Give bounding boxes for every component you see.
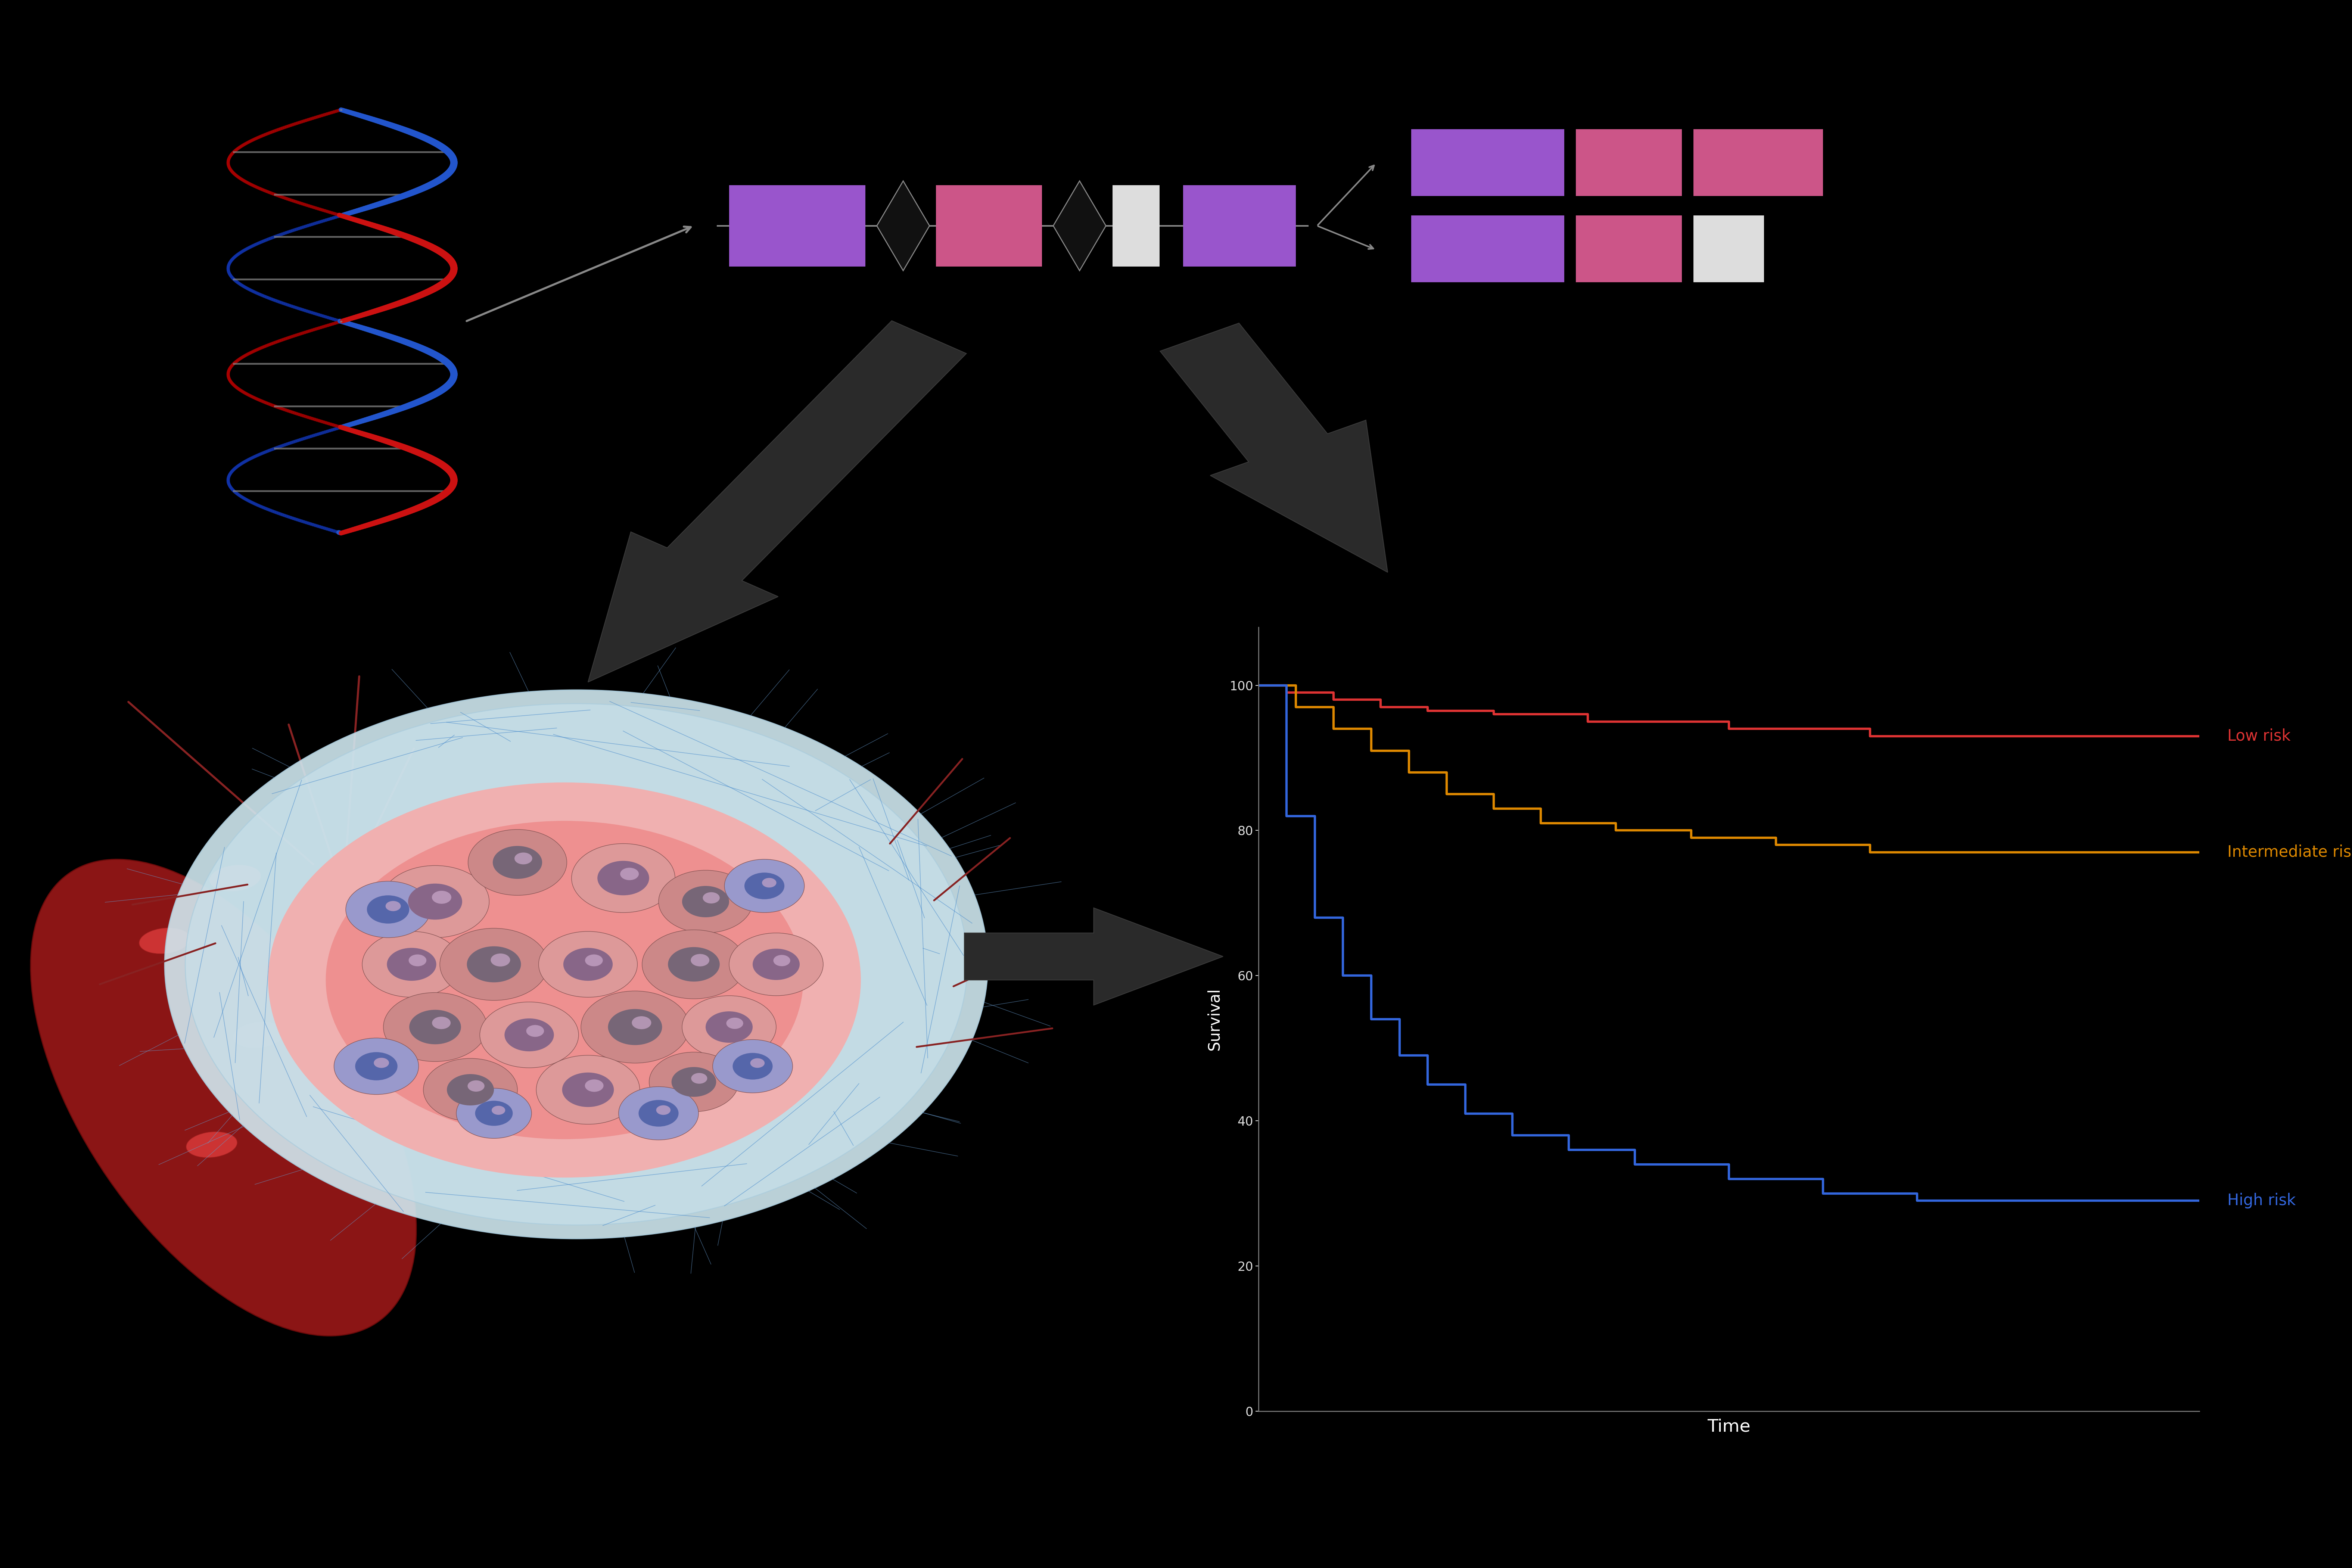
Circle shape: [346, 881, 430, 938]
Circle shape: [515, 853, 532, 864]
Circle shape: [374, 1058, 388, 1068]
Circle shape: [649, 1052, 739, 1112]
Circle shape: [409, 955, 426, 966]
Circle shape: [633, 1016, 652, 1029]
Circle shape: [682, 886, 729, 917]
Circle shape: [659, 870, 753, 933]
X-axis label: Time: Time: [1708, 1419, 1750, 1435]
Circle shape: [656, 1105, 670, 1115]
Circle shape: [729, 933, 823, 996]
Circle shape: [774, 955, 790, 966]
Bar: [1411, 215, 1564, 282]
Circle shape: [691, 953, 710, 966]
Polygon shape: [1160, 323, 1388, 572]
Circle shape: [492, 1105, 506, 1115]
Circle shape: [325, 822, 804, 1138]
Circle shape: [468, 1080, 485, 1091]
Circle shape: [539, 931, 637, 997]
Ellipse shape: [186, 1132, 238, 1157]
Circle shape: [536, 1055, 640, 1124]
Ellipse shape: [31, 859, 416, 1336]
Bar: [1411, 129, 1564, 196]
Circle shape: [724, 859, 804, 913]
Circle shape: [640, 1101, 680, 1126]
Circle shape: [506, 1019, 555, 1052]
Bar: [1112, 185, 1160, 267]
Circle shape: [743, 872, 786, 900]
Polygon shape: [1054, 180, 1105, 271]
Circle shape: [492, 953, 510, 966]
Circle shape: [668, 947, 720, 982]
Circle shape: [386, 902, 400, 911]
Circle shape: [734, 1054, 771, 1079]
Circle shape: [440, 928, 548, 1000]
Circle shape: [750, 1058, 764, 1068]
Circle shape: [572, 844, 675, 913]
Circle shape: [642, 930, 746, 999]
Circle shape: [762, 878, 776, 887]
Circle shape: [433, 891, 452, 903]
Circle shape: [494, 847, 543, 878]
Circle shape: [186, 704, 967, 1225]
Circle shape: [597, 861, 649, 895]
Circle shape: [527, 1025, 543, 1036]
Circle shape: [673, 1066, 717, 1098]
Polygon shape: [964, 908, 1223, 1005]
Circle shape: [607, 1010, 663, 1044]
Circle shape: [682, 996, 776, 1058]
Text: Low risk: Low risk: [2227, 728, 2291, 743]
Circle shape: [468, 829, 567, 895]
Circle shape: [456, 1088, 532, 1138]
Circle shape: [165, 690, 988, 1239]
Circle shape: [409, 884, 463, 919]
Circle shape: [475, 1101, 513, 1126]
Ellipse shape: [209, 866, 261, 891]
Ellipse shape: [233, 1022, 285, 1047]
Circle shape: [480, 1002, 579, 1068]
Circle shape: [727, 1018, 743, 1029]
Circle shape: [581, 991, 689, 1063]
Text: Intermediate risk: Intermediate risk: [2227, 845, 2352, 861]
Text: High risk: High risk: [2227, 1193, 2296, 1209]
Bar: [1183, 185, 1296, 267]
Ellipse shape: [139, 928, 191, 953]
Circle shape: [367, 895, 409, 924]
Circle shape: [355, 1052, 397, 1080]
Circle shape: [564, 947, 612, 982]
Circle shape: [468, 946, 522, 982]
Bar: [729, 185, 866, 267]
Circle shape: [433, 1016, 452, 1029]
Polygon shape: [877, 180, 929, 271]
Circle shape: [383, 993, 487, 1062]
Bar: [1576, 129, 1682, 196]
Circle shape: [753, 949, 800, 980]
Bar: [1576, 215, 1682, 282]
Circle shape: [334, 1038, 419, 1094]
Circle shape: [381, 866, 489, 938]
Circle shape: [386, 947, 437, 982]
Circle shape: [586, 955, 602, 966]
Circle shape: [447, 1074, 494, 1105]
Circle shape: [621, 867, 640, 880]
Circle shape: [586, 1079, 604, 1091]
Bar: [1693, 215, 1764, 282]
Circle shape: [706, 1011, 753, 1043]
Circle shape: [423, 1058, 517, 1121]
Circle shape: [619, 1087, 699, 1140]
Y-axis label: Survival: Survival: [1207, 988, 1223, 1051]
Bar: [1693, 129, 1823, 196]
Bar: [936, 185, 1042, 267]
Circle shape: [691, 1073, 708, 1083]
Circle shape: [703, 892, 720, 903]
Circle shape: [713, 1040, 793, 1093]
Circle shape: [409, 1010, 461, 1044]
Polygon shape: [588, 321, 967, 682]
Circle shape: [362, 931, 461, 997]
Circle shape: [268, 782, 861, 1178]
Circle shape: [562, 1073, 614, 1107]
